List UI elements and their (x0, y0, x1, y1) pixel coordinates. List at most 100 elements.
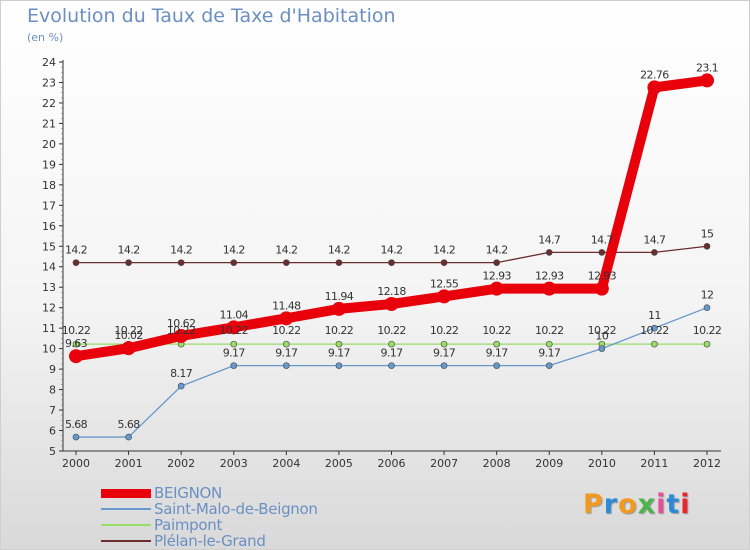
x-tick-label: 2002 (167, 457, 195, 470)
data-label: 14.7 (538, 233, 561, 246)
data-point (388, 362, 395, 369)
legend-swatch (101, 540, 151, 542)
x-tick-label: 2001 (115, 457, 143, 470)
data-point (226, 320, 241, 335)
proxiti-logo: Proxiti (583, 489, 691, 520)
data-point (331, 301, 346, 316)
data-point (388, 259, 395, 266)
y-tick-label: 17 (42, 199, 56, 212)
x-tick-label: 2011 (640, 457, 668, 470)
y-tick-label: 20 (42, 138, 56, 151)
data-label: 9.17 (538, 347, 561, 360)
data-label: 10.22 (272, 324, 301, 337)
data-label: 11.94 (325, 290, 354, 303)
data-point (493, 340, 500, 348)
logo-letter: r (603, 489, 619, 520)
y-tick-label: 5 (49, 445, 56, 458)
data-label: 10.22 (430, 324, 459, 337)
data-point (72, 433, 80, 441)
data-label: 14.2 (380, 244, 402, 257)
y-tick-label: 15 (42, 240, 56, 253)
y-tick-label: 12 (42, 302, 56, 315)
data-point (703, 304, 711, 311)
data-label: 10.22 (114, 324, 143, 337)
x-tick-label: 2000 (62, 457, 90, 470)
data-label: 9.17 (486, 347, 509, 360)
data-label: 11.04 (220, 308, 249, 321)
legend-label: Paimpont (154, 516, 223, 534)
data-label: 10.22 (693, 324, 722, 337)
logo-letter: i (656, 489, 667, 520)
data-point (335, 259, 343, 266)
legend-label: Saint-Malo-de-Beignon (154, 500, 318, 518)
data-point (440, 259, 448, 266)
data-point (437, 289, 452, 304)
data-point (125, 433, 132, 441)
data-point (283, 362, 290, 369)
data-point (230, 259, 238, 266)
data-label: 10.22 (588, 324, 617, 337)
data-label: 9.17 (223, 347, 246, 360)
data-label: 14.7 (643, 233, 666, 246)
data-point (440, 340, 448, 348)
data-point (493, 362, 500, 369)
x-tick-label: 2006 (378, 457, 406, 470)
logo-letter: o (618, 489, 638, 520)
data-label: 10 (595, 330, 608, 343)
y-tick-label: 23 (42, 76, 56, 89)
data-label: 15 (701, 227, 714, 240)
data-point (545, 249, 553, 256)
data-point (594, 281, 609, 296)
data-point (230, 362, 238, 369)
x-tick-label: 2009 (535, 457, 563, 470)
data-point (388, 340, 395, 348)
data-point (125, 259, 132, 266)
data-point (121, 341, 136, 356)
logo-letter: i (680, 489, 691, 520)
data-label: 22.76 (640, 68, 669, 81)
y-tick-label: 24 (42, 56, 56, 69)
data-label: 9.17 (433, 347, 456, 360)
legend-swatch (101, 508, 151, 510)
legend-label: BEIGNON (154, 484, 222, 502)
y-tick-label: 6 (49, 425, 56, 438)
y-tick-label: 14 (42, 261, 56, 274)
data-point (69, 349, 83, 364)
data-label: 12.93 (535, 270, 564, 283)
data-label: 14.2 (328, 244, 350, 257)
data-point (542, 281, 557, 296)
data-label: 10.22 (535, 324, 564, 337)
data-point (279, 311, 294, 326)
data-point (440, 362, 448, 369)
data-point (651, 340, 658, 348)
legend-item: BEIGNON (101, 484, 401, 502)
legend-item: Plélan-le-Grand (101, 532, 401, 550)
logo-letter: x (637, 489, 657, 520)
data-label: 10.02 (114, 329, 143, 342)
data-point (493, 259, 500, 266)
x-tick-label: 2003 (220, 457, 248, 470)
data-point (384, 296, 399, 311)
legend-item: Saint-Malo-de-Beignon (101, 500, 401, 518)
y-tick-label: 10 (42, 343, 56, 356)
data-label: 9.17 (380, 347, 403, 360)
data-label: 12.55 (430, 277, 459, 290)
data-point (598, 345, 606, 352)
x-tick-label: 2007 (430, 457, 458, 470)
data-label: 14.7 (591, 233, 614, 246)
data-point (72, 259, 80, 266)
y-tick-label: 22 (42, 97, 56, 110)
data-label: 10.22 (482, 324, 511, 337)
data-label: 10.22 (377, 324, 406, 337)
data-label: 9.63 (65, 337, 88, 350)
y-tick-label: 21 (42, 117, 56, 130)
data-label: 14.2 (118, 244, 140, 257)
legend-swatch (101, 524, 151, 526)
legend-swatch (101, 488, 151, 498)
logo-letter: P (583, 489, 604, 520)
data-point (598, 249, 606, 256)
y-tick-label: 16 (42, 220, 56, 233)
data-label: 5.68 (65, 418, 88, 431)
